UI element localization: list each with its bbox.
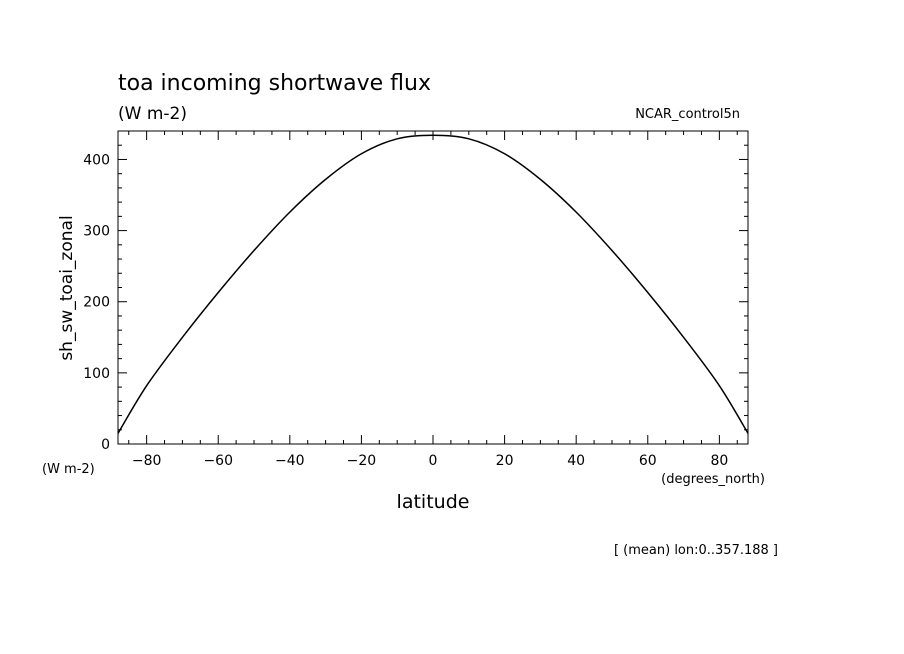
y-tick-labels: 0 100 200 300 400 [83,152,110,453]
y-axis-label: sh_sw_toai_zonal [57,215,77,360]
x-axis-label: latitude [397,491,470,513]
x-tick-label: 80 [710,453,728,469]
x-tick-label: −80 [132,453,162,469]
source-label: NCAR_control5n [635,107,740,122]
y-tick-label: 200 [83,295,110,311]
y-tick-label: 300 [83,224,110,240]
y-units-label: (W m-2) [42,462,95,477]
x-tick-label: 0 [429,453,438,469]
plot-frame [117,130,749,445]
x-tick-labels: −80 −60 −40 −20 0 20 40 60 80 [132,453,728,469]
x-tick-label: 60 [639,453,657,469]
x-tick-label: −60 [203,453,233,469]
x-units-label: (degrees_north) [661,472,765,487]
chart-title: toa incoming shortwave flux [118,71,431,96]
footer-label: [ (mean) lon:0..357.188 ] [614,543,778,558]
y-tick-label: 100 [83,366,110,382]
axis-ticks [118,130,748,445]
y-tick-label: 0 [101,437,110,453]
x-tick-label: −20 [347,453,377,469]
x-tick-label: 40 [567,453,585,469]
x-tick-label: −40 [275,453,305,469]
x-tick-label: 20 [496,453,514,469]
series-line [117,134,749,434]
chart-subtitle: (W m-2) [118,104,187,124]
y-tick-label: 400 [83,152,110,168]
